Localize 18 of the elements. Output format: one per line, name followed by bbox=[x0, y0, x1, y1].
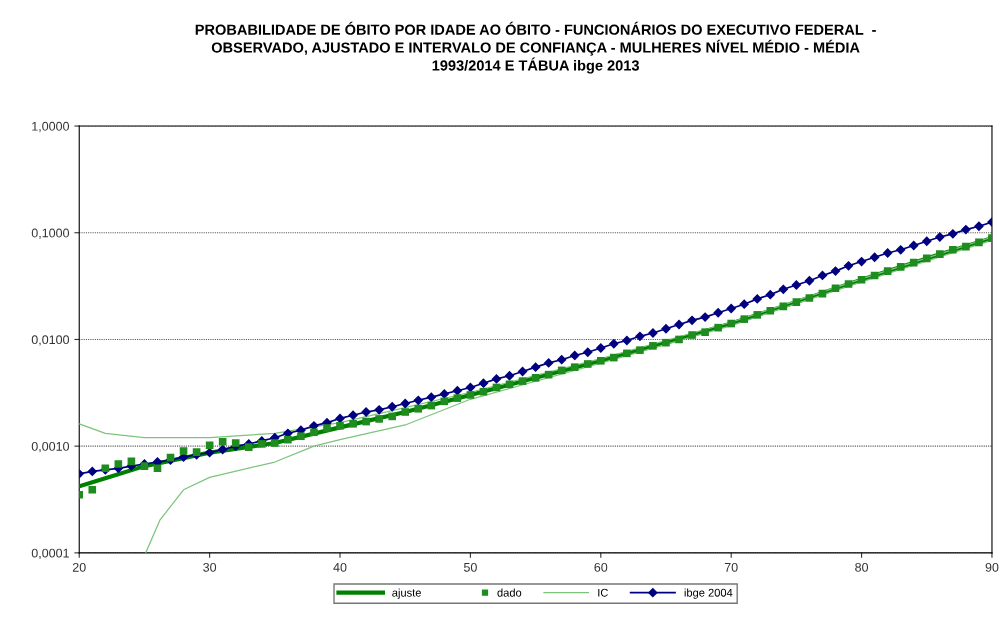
y-tick-label: 1,0000 bbox=[32, 121, 70, 133]
x-tick-label: 20 bbox=[72, 562, 86, 572]
legend-label: ibge 2004 bbox=[684, 588, 733, 599]
x-tick-label: 80 bbox=[855, 562, 869, 572]
x-tick-label: 60 bbox=[594, 562, 608, 572]
x-tick-label: 70 bbox=[724, 562, 738, 572]
legend-label: ajuste bbox=[392, 588, 421, 599]
y-tick-label: 0,0100 bbox=[31, 335, 70, 346]
x-tick-label: 50 bbox=[463, 562, 477, 572]
chart-title: PROBABILIDADE DE ÓBITO POR IDADE AO ÓBITO - FUNCIONÁRIOS DO EXECUTIVO FEDERAL - OBSERVADO, AJUSTADO E INTERVALO DE CONFIANÇA - MULHERES NÍVEL MÉDIO - MÉDIA 1993/2014 E TÁBUA ibge 2013 bbox=[195, 21, 876, 74]
y-tick-label: 0,0001 bbox=[31, 548, 69, 559]
x-tick-label: 40 bbox=[333, 562, 347, 572]
y-tick-label: 0,0010 bbox=[31, 441, 70, 453]
x-tick-label: 30 bbox=[203, 562, 217, 572]
x-tick-label: 90 bbox=[985, 562, 999, 572]
legend-label: IC bbox=[598, 588, 608, 597]
y-tick-label: 0,1000 bbox=[31, 228, 70, 239]
legend-label: dado bbox=[497, 588, 522, 597]
